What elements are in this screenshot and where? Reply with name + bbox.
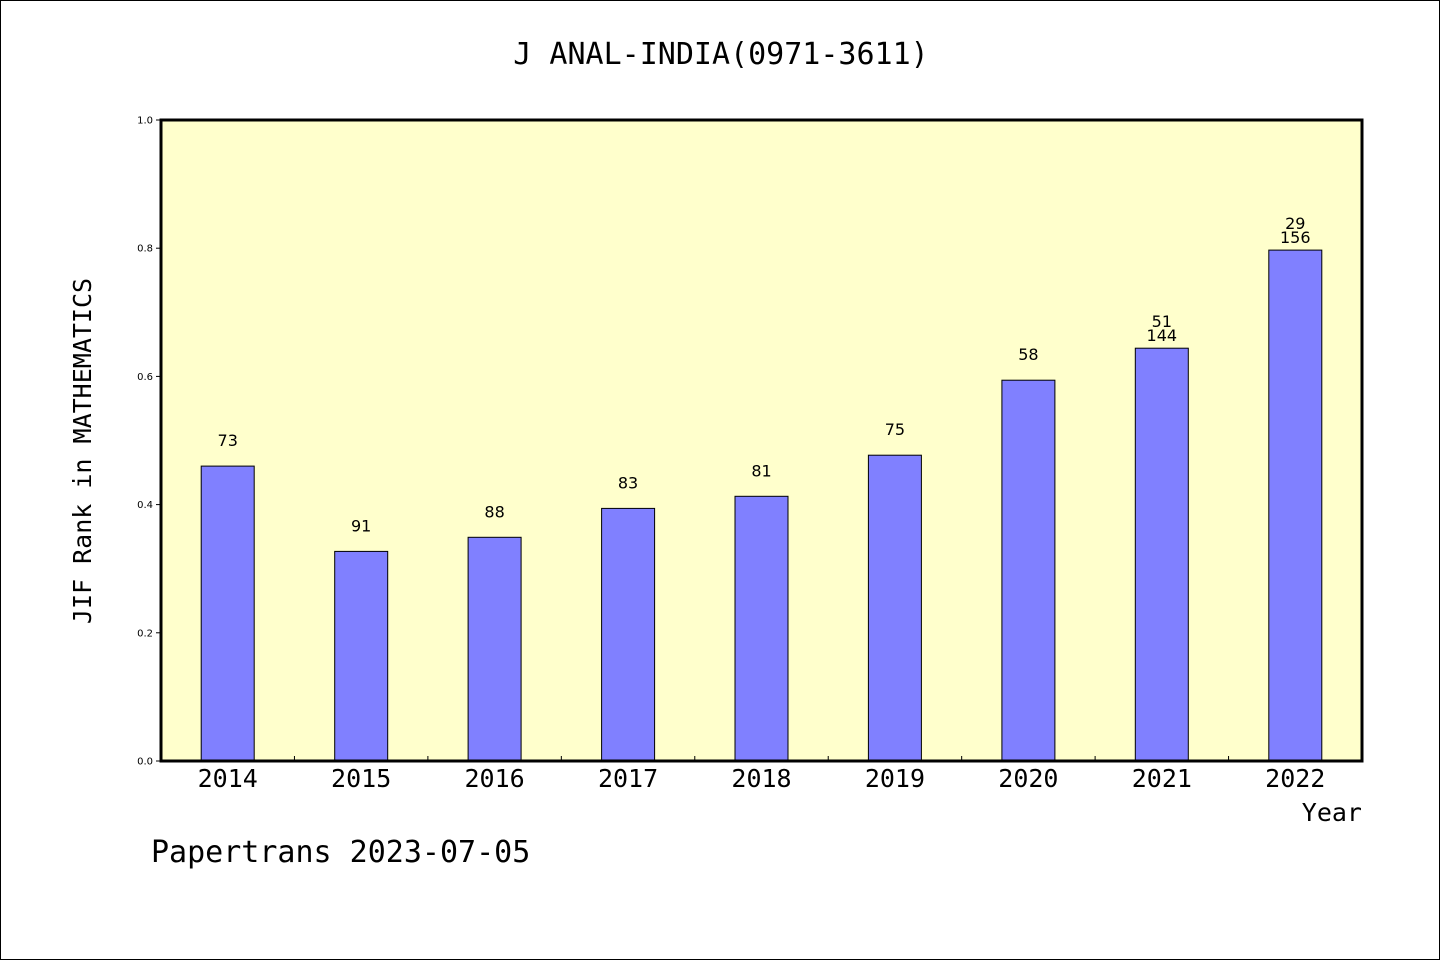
x-tick-label-2016: 2016	[465, 764, 525, 793]
chart-title: J ANAL-INDIA(0971-3611)	[513, 37, 929, 72]
bar-2019	[867, 454, 922, 762]
footer-credit: Papertrans 2023-07-05	[151, 835, 531, 870]
bar-2017	[601, 507, 656, 762]
bar-2018	[734, 495, 789, 762]
x-tick-label-2017: 2017	[598, 764, 658, 793]
y-tick-label: 0.6	[137, 372, 153, 383]
x-tick-label-2021: 2021	[1132, 764, 1192, 793]
y-tick-label: 0.4	[137, 500, 153, 511]
y-tick-label: 0.8	[137, 244, 153, 255]
rank-label-2016: 88	[484, 502, 504, 521]
y-tick-label: 0.2	[137, 628, 153, 639]
rank-label-2022: 29	[1285, 214, 1305, 233]
bar-2016	[467, 536, 522, 762]
bar-2021	[1134, 347, 1189, 762]
x-tick-label-2019: 2019	[865, 764, 925, 793]
x-tick-label-2020: 2020	[998, 764, 1058, 793]
total-label-2022: 156	[1280, 228, 1311, 247]
x-axis-title: Year	[1302, 798, 1362, 827]
x-tick-label-2018: 2018	[731, 764, 791, 793]
plot-border	[159, 118, 1364, 763]
y-axis-title: JIF Rank in MATHEMATICS	[68, 278, 97, 624]
rank-label-2021: 51	[1152, 312, 1172, 331]
rank-label-2014: 73	[218, 431, 238, 450]
rank-label-2017: 83	[618, 473, 638, 492]
bar-2014	[200, 465, 255, 762]
total-label-2021: 144	[1147, 326, 1178, 345]
y-tick-label: 1.0	[137, 116, 153, 127]
rank-label-2018: 81	[751, 461, 771, 480]
bar-2020	[1001, 379, 1056, 762]
rank-label-2019: 75	[885, 420, 905, 439]
rank-label-2020: 58	[1018, 345, 1038, 364]
rank-label-2015: 91	[351, 516, 371, 535]
x-tick-label-2014: 2014	[198, 764, 258, 793]
x-tick-label-2022: 2022	[1265, 764, 1325, 793]
bar-2022	[1268, 249, 1323, 762]
y-tick-label: 0.0	[137, 757, 153, 768]
bar-2015	[334, 550, 389, 762]
x-tick-label-2015: 2015	[331, 764, 391, 793]
